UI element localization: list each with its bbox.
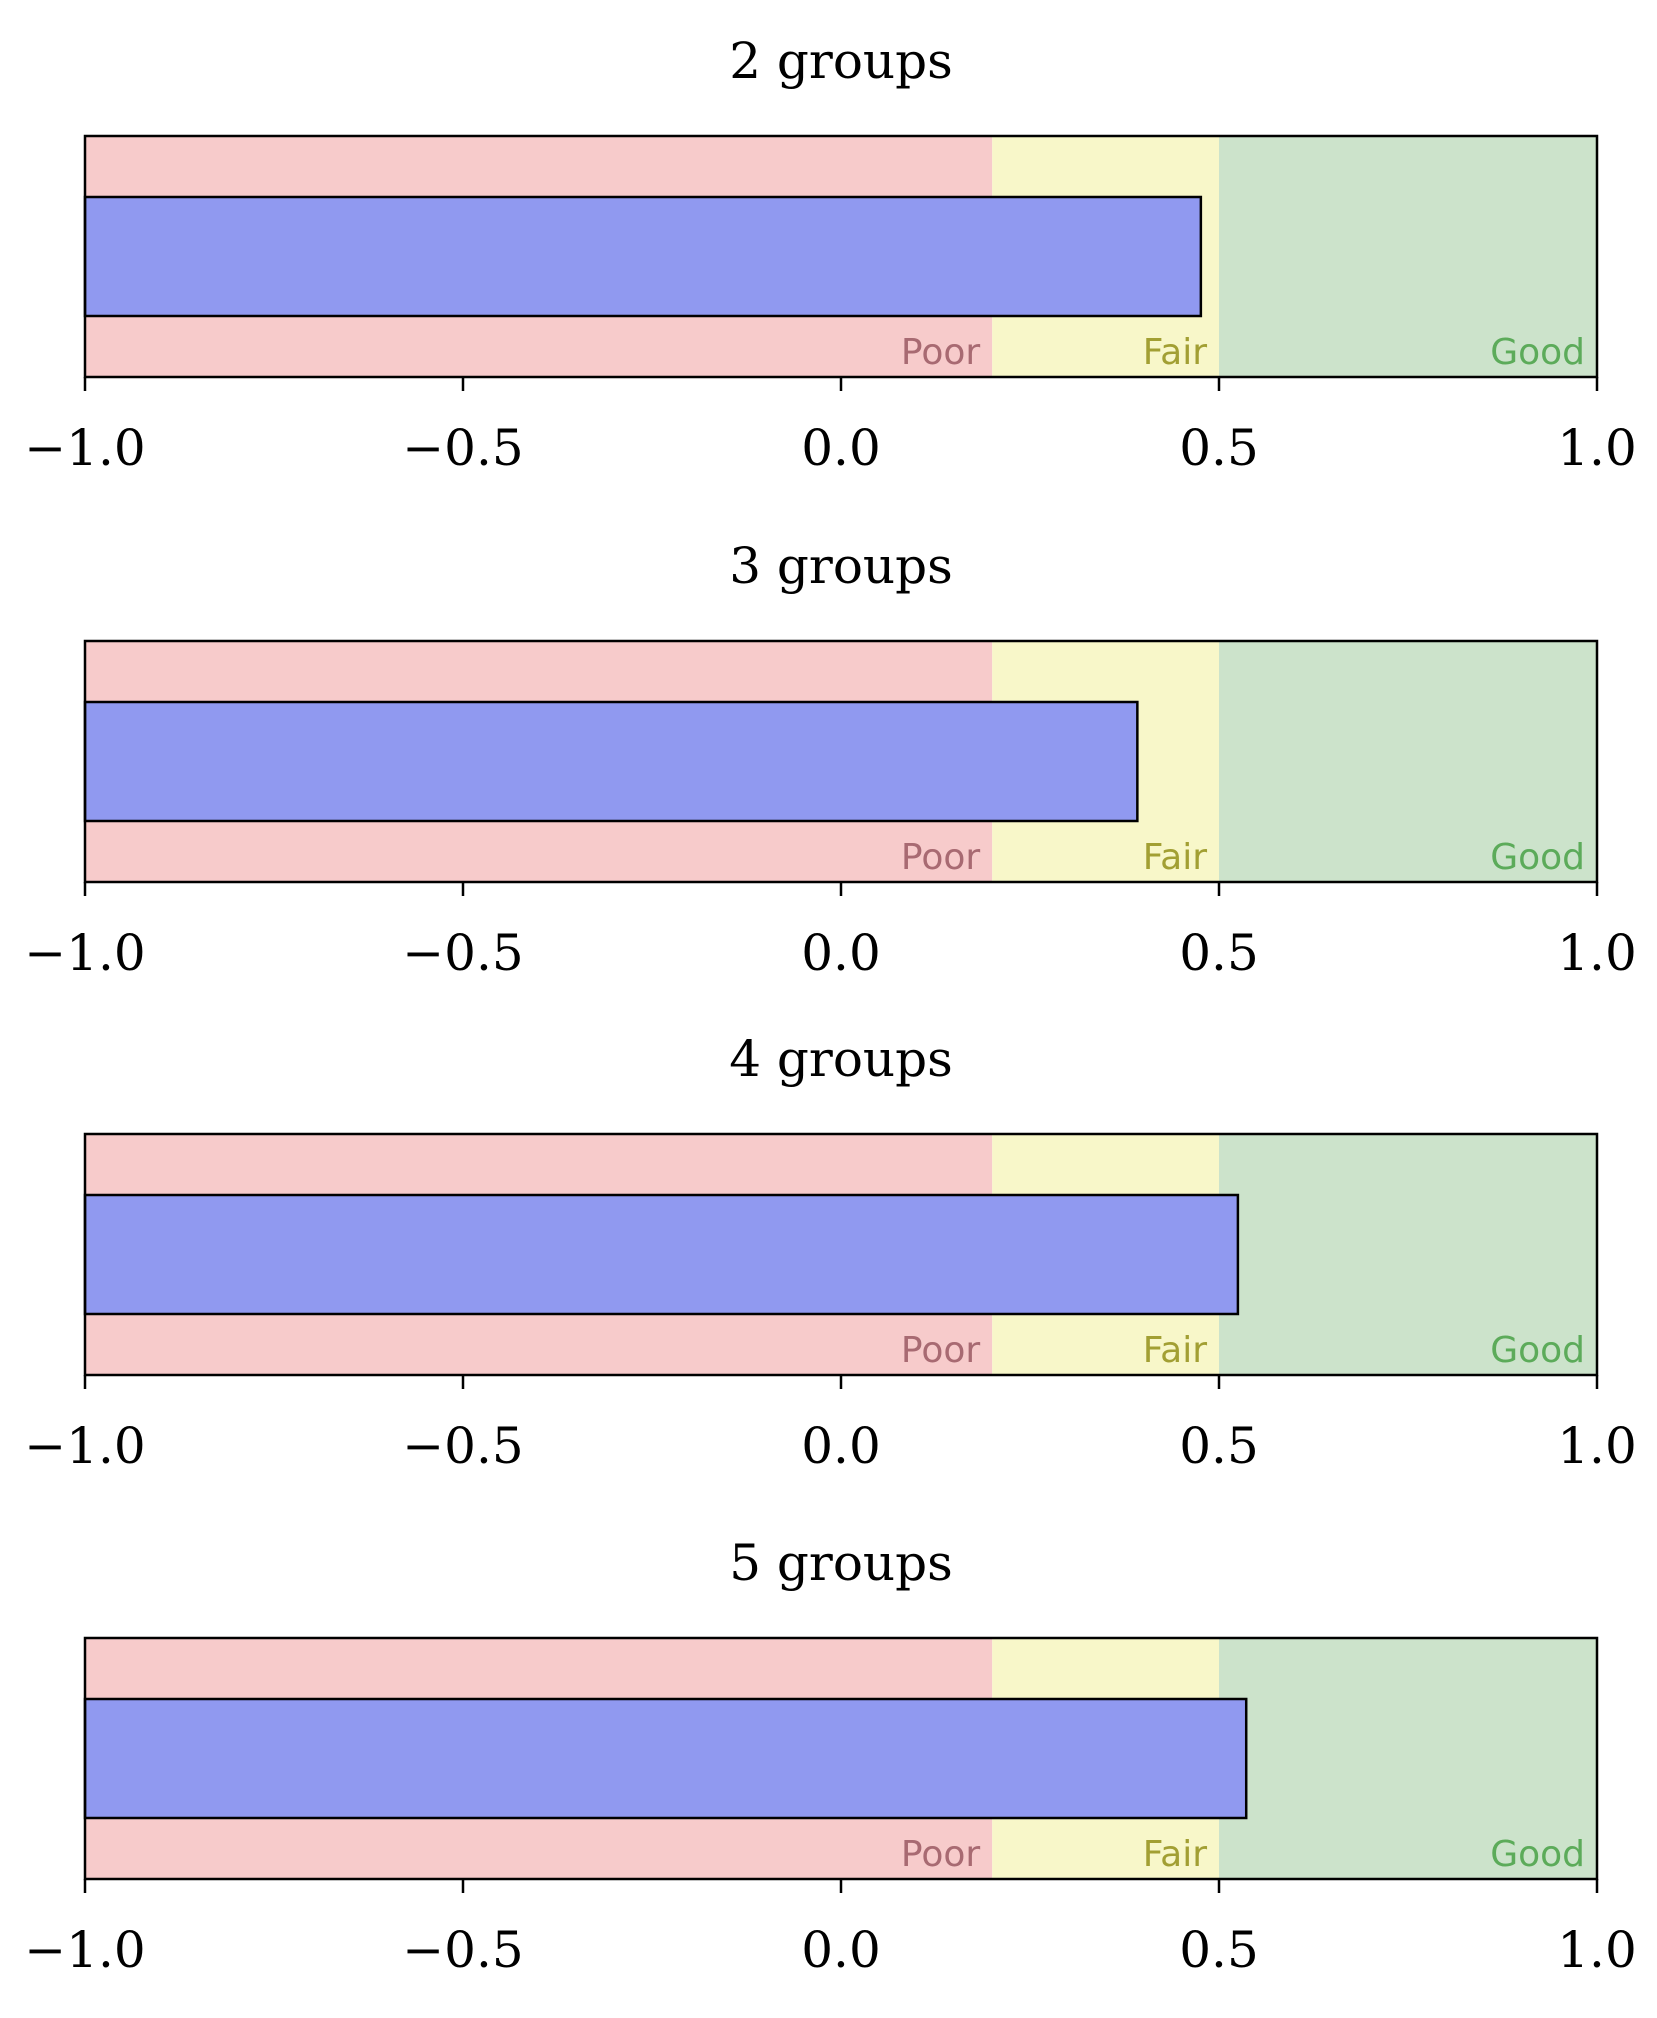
band-label-poor: Poor <box>901 332 980 373</box>
band-good <box>1219 136 1597 377</box>
x-tick-label: 1.0 <box>1557 1417 1637 1475</box>
panel-title: 2 groups <box>729 32 953 90</box>
x-tick-label: 1.0 <box>1557 1921 1637 1979</box>
band-label-fair: Fair <box>1143 837 1207 878</box>
band-label-poor: Poor <box>901 1834 980 1875</box>
x-tick-label: 0.5 <box>1179 1417 1259 1475</box>
band-good <box>1219 641 1597 882</box>
x-tick-label: 0.5 <box>1179 1921 1259 1979</box>
x-tick-label: 1.0 <box>1557 419 1637 477</box>
x-tick-label: 1.0 <box>1557 924 1637 982</box>
panel-title: 5 groups <box>729 1534 953 1592</box>
x-tick-label: 0.5 <box>1179 924 1259 982</box>
panel-2: 3 groups Poor Fair Good −1.0 −0.5 0.0 0.5 1.0 <box>24 537 1636 982</box>
x-tick-label: 0.5 <box>1179 419 1259 477</box>
x-tick-label: 0.0 <box>801 1417 881 1475</box>
band-label-good: Good <box>1490 1330 1585 1371</box>
value-bar <box>83 1193 1240 1316</box>
band-label-fair: Fair <box>1143 332 1207 373</box>
band-label-fair: Fair <box>1143 1834 1207 1875</box>
panel-4: 5 groups Poor Fair Good −1.0 −0.5 0.0 0.5 1.0 <box>24 1534 1636 1979</box>
band-label-poor: Poor <box>901 1330 980 1371</box>
band-label-good: Good <box>1490 332 1585 373</box>
x-tick-label: 0.0 <box>801 924 881 982</box>
band-label-poor: Poor <box>901 837 980 878</box>
x-tick-label: −0.5 <box>402 924 523 982</box>
value-bar <box>83 195 1203 318</box>
panel-3: 4 groups Poor Fair Good −1.0 −0.5 0.0 0.5 1.0 <box>24 1030 1636 1475</box>
x-tick-label: 0.0 <box>801 1921 881 1979</box>
x-tick-label: −1.0 <box>24 419 145 477</box>
band-label-good: Good <box>1490 837 1585 878</box>
band-good <box>1219 1134 1597 1375</box>
x-tick-label: −1.0 <box>24 924 145 982</box>
band-label-good: Good <box>1490 1834 1585 1875</box>
value-bar <box>83 700 1139 823</box>
value-bar <box>83 1697 1248 1820</box>
band-good <box>1219 1638 1597 1879</box>
x-tick-label: −0.5 <box>402 1921 523 1979</box>
band-label-fair: Fair <box>1143 1330 1207 1371</box>
panel-title: 4 groups <box>729 1030 953 1088</box>
x-tick-label: −0.5 <box>402 419 523 477</box>
x-tick-label: −1.0 <box>24 1417 145 1475</box>
x-tick-label: 0.0 <box>801 419 881 477</box>
panel-1: 2 groups Poor Fair Good −1.0 −0.5 0.0 0.5 1.0 <box>24 32 1636 477</box>
panel-title: 3 groups <box>729 537 953 595</box>
x-tick-label: −0.5 <box>402 1417 523 1475</box>
x-tick-label: −1.0 <box>24 1921 145 1979</box>
